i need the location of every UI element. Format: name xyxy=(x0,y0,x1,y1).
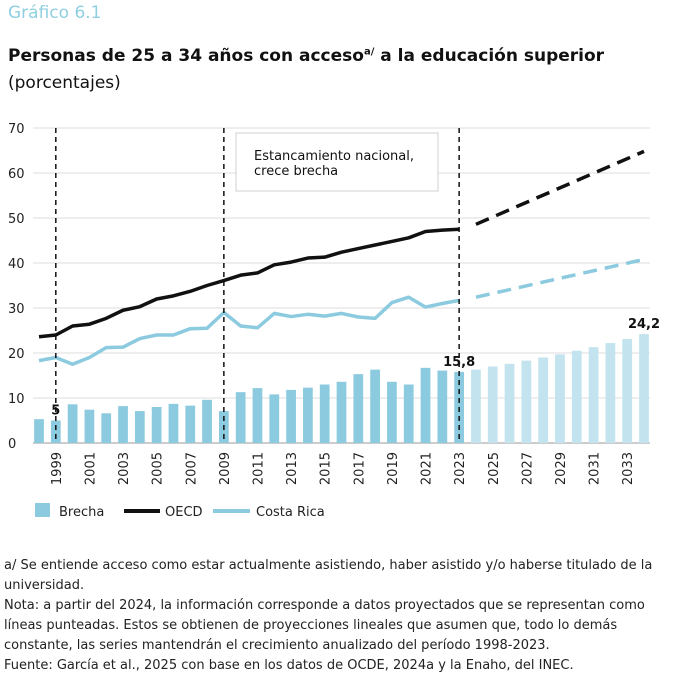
x-tick-label: 2019 xyxy=(386,452,401,485)
bar-brecha xyxy=(403,384,414,443)
bar-brecha xyxy=(538,357,549,443)
bar-brecha xyxy=(622,339,633,443)
x-tick-label: 2033 xyxy=(621,452,636,485)
x-tick-label: 2029 xyxy=(554,452,569,485)
figure-label: Gráfico 6.1 xyxy=(8,3,102,23)
y-tick-label: 50 xyxy=(8,212,25,227)
chart-subtitle: (porcentajes) xyxy=(8,73,121,93)
notes: a/ Se entiende acceso como estar actualm… xyxy=(4,556,669,676)
x-tick-label: 2001 xyxy=(83,452,98,485)
bar-value-label: 24,2 xyxy=(628,317,660,332)
bar-brecha xyxy=(370,369,380,443)
x-tick-label: 2017 xyxy=(352,452,367,485)
x-tick-label: 2031 xyxy=(588,452,603,485)
y-tick-label: 70 xyxy=(8,122,25,137)
bar-brecha xyxy=(353,374,364,443)
bar-brecha xyxy=(639,334,649,443)
bar-brecha xyxy=(420,367,431,443)
x-tick-label: 2003 xyxy=(117,452,132,485)
bar-brecha xyxy=(555,354,565,443)
note-projection: Nota: a partir del 2024, la información … xyxy=(4,598,645,653)
bar-brecha xyxy=(387,381,397,443)
legend-label-costa-rica: Costa Rica xyxy=(256,505,325,520)
bar-brecha xyxy=(235,392,246,443)
legend-swatch-brecha xyxy=(35,503,50,517)
bar-brecha xyxy=(571,350,582,443)
bar-brecha xyxy=(521,360,532,443)
bar-brecha xyxy=(605,343,616,443)
line-oecd xyxy=(38,227,460,339)
y-tick-label: 30 xyxy=(8,302,25,317)
bar-brecha xyxy=(134,411,145,443)
bar-brecha xyxy=(303,387,313,443)
bar-brecha xyxy=(185,405,196,443)
y-tick-label: 40 xyxy=(8,257,25,272)
legend-label-brecha: Brecha xyxy=(59,505,104,520)
bar-brecha xyxy=(67,404,78,443)
chart-area: 0 10 20 30 40 50 60 70 Estancamiento nacional,cr… xyxy=(8,122,660,520)
x-tick-label: 2015 xyxy=(319,452,334,485)
x-tick-label: 2005 xyxy=(151,452,166,485)
bar-brecha xyxy=(151,407,162,443)
bar-brecha xyxy=(588,347,599,443)
bar-brecha xyxy=(118,406,128,443)
bar-brecha xyxy=(50,420,61,443)
x-tick-label: 2013 xyxy=(285,452,300,485)
bar-brecha xyxy=(252,388,263,443)
annotation-line-2: crece brecha xyxy=(254,164,338,179)
bar-brecha xyxy=(269,394,280,443)
bar-value-label: 5 xyxy=(51,404,60,419)
x-tick-label: 2009 xyxy=(218,452,233,485)
annotation-line-1: Estancamiento nacional, xyxy=(254,149,414,164)
chart-title: Personas de 25 a 34 años con accesoa/ a … xyxy=(8,46,604,66)
bar-value-label: 15,8 xyxy=(443,355,475,370)
y-tick-label: 60 xyxy=(8,167,25,182)
bar-brecha xyxy=(168,403,179,443)
annotation-box xyxy=(235,132,439,192)
note-footnote-a: a/ Se entiende acceso como estar actualm… xyxy=(4,558,653,593)
y-tick-label: 0 xyxy=(8,437,16,452)
y-tick-label: 20 xyxy=(8,347,25,362)
x-tick-label: 2023 xyxy=(453,452,468,485)
bar-brecha xyxy=(319,384,330,443)
projection-oecd xyxy=(475,149,645,226)
projection-costa_rica xyxy=(475,257,645,299)
x-tick-label: 2027 xyxy=(520,452,535,485)
bar-brecha xyxy=(202,399,212,443)
x-tick-label: 1999 xyxy=(50,452,65,485)
x-tick-label: 2007 xyxy=(184,452,199,485)
bar-brecha xyxy=(84,409,95,443)
bar-brecha xyxy=(101,413,112,443)
bar-brecha xyxy=(471,369,481,443)
x-tick-label: 2011 xyxy=(251,452,266,485)
y-tick-label: 10 xyxy=(8,392,25,407)
line-costa_rica xyxy=(38,295,460,366)
title-footnote-marker: a/ xyxy=(363,46,375,58)
note-source: Fuente: García et al., 2025 con base en … xyxy=(4,658,574,673)
legend-label-oecd: OECD xyxy=(165,505,203,520)
x-tick-label: 2021 xyxy=(420,452,435,485)
bar-brecha xyxy=(504,363,515,443)
bar-brecha xyxy=(487,366,498,443)
bar-brecha xyxy=(437,370,448,443)
chart-title-rest: a la educación superior xyxy=(374,46,605,66)
bar-brecha xyxy=(336,381,347,443)
chart-title-main: Personas de 25 a 34 años con acceso xyxy=(8,46,364,66)
x-tick-label: 2025 xyxy=(487,452,502,485)
bar-brecha xyxy=(34,419,44,443)
bar-brecha xyxy=(286,389,296,443)
